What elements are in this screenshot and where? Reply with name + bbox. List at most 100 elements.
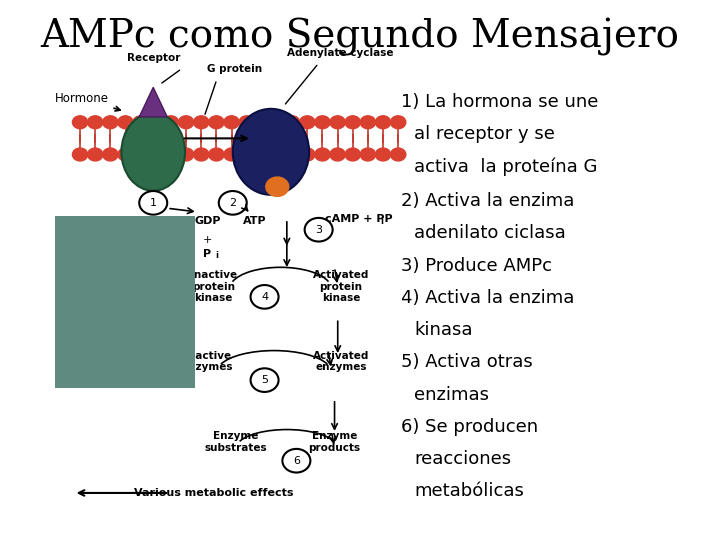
- Circle shape: [224, 148, 239, 161]
- Ellipse shape: [233, 109, 309, 195]
- Circle shape: [330, 148, 345, 161]
- Circle shape: [251, 285, 279, 309]
- Text: 3: 3: [315, 225, 322, 235]
- Text: 1: 1: [150, 198, 157, 208]
- Circle shape: [163, 116, 179, 129]
- Text: i: i: [215, 251, 218, 260]
- Text: 1) La hormona se une: 1) La hormona se une: [401, 93, 599, 111]
- Text: LH: LH: [62, 269, 83, 284]
- Circle shape: [315, 148, 330, 161]
- Text: Enzyme
substrates: Enzyme substrates: [204, 431, 267, 453]
- Circle shape: [103, 116, 118, 129]
- Text: FSH: FSH: [62, 249, 94, 264]
- Circle shape: [209, 116, 224, 129]
- Circle shape: [103, 148, 118, 161]
- Circle shape: [194, 116, 209, 129]
- Circle shape: [390, 148, 406, 161]
- Text: 6) Se producen: 6) Se producen: [401, 418, 539, 436]
- Text: +: +: [202, 235, 212, 245]
- Text: Catecholamines: Catecholamines: [62, 369, 186, 383]
- Circle shape: [73, 116, 88, 129]
- Circle shape: [251, 368, 279, 392]
- Text: TSH: TSH: [62, 309, 94, 323]
- Circle shape: [345, 148, 361, 161]
- Circle shape: [139, 191, 167, 215]
- Circle shape: [133, 116, 148, 129]
- Text: Activated
enzymes: Activated enzymes: [312, 350, 369, 372]
- Circle shape: [224, 116, 239, 129]
- Text: Various metabolic effects: Various metabolic effects: [134, 488, 294, 498]
- Circle shape: [360, 148, 376, 161]
- Text: 4: 4: [261, 292, 268, 302]
- Text: 3) Produce AMPc: 3) Produce AMPc: [401, 256, 552, 274]
- Text: metabólicas: metabólicas: [414, 482, 524, 500]
- Text: Activated
protein
kinase: Activated protein kinase: [312, 270, 369, 303]
- Circle shape: [315, 116, 330, 129]
- Text: Receptor: Receptor: [127, 53, 180, 63]
- Circle shape: [148, 116, 163, 129]
- Text: reacciones: reacciones: [414, 450, 511, 468]
- Circle shape: [300, 148, 315, 161]
- Circle shape: [133, 148, 148, 161]
- Text: 5: 5: [261, 375, 268, 385]
- Text: i: i: [380, 218, 383, 226]
- Circle shape: [284, 148, 300, 161]
- Text: GDP: GDP: [194, 217, 220, 226]
- FancyBboxPatch shape: [55, 217, 194, 388]
- Circle shape: [239, 116, 254, 129]
- Text: 4) Activa la enzima: 4) Activa la enzima: [401, 289, 575, 307]
- Text: Calcitonin: Calcitonin: [62, 349, 140, 363]
- Text: enzimas: enzimas: [414, 386, 489, 403]
- Text: PTH: PTH: [62, 289, 94, 303]
- Circle shape: [269, 116, 284, 129]
- Circle shape: [88, 148, 103, 161]
- Text: Inactive
protein
kinase: Inactive protein kinase: [190, 270, 237, 303]
- Circle shape: [179, 116, 194, 129]
- Circle shape: [284, 116, 300, 129]
- Text: 5) Activa otras: 5) Activa otras: [401, 353, 533, 372]
- Circle shape: [73, 148, 88, 161]
- Circle shape: [254, 116, 269, 129]
- Circle shape: [345, 116, 361, 129]
- Text: 2: 2: [229, 198, 236, 208]
- Text: Adenylate cyclase: Adenylate cyclase: [287, 48, 393, 58]
- Text: 6: 6: [293, 456, 300, 465]
- Circle shape: [118, 148, 133, 161]
- Text: Glucagon: Glucagon: [62, 329, 135, 343]
- Circle shape: [118, 116, 133, 129]
- Text: adenilato ciclasa: adenilato ciclasa: [414, 224, 566, 242]
- Circle shape: [209, 148, 224, 161]
- Text: G protein: G protein: [207, 64, 262, 74]
- Circle shape: [179, 148, 194, 161]
- Circle shape: [88, 116, 103, 129]
- Circle shape: [375, 116, 391, 129]
- Text: al receptor y se: al receptor y se: [414, 125, 555, 143]
- Text: ACTH: ACTH: [62, 230, 104, 244]
- Text: Inactive
enzymes: Inactive enzymes: [181, 350, 233, 372]
- Circle shape: [390, 116, 406, 129]
- Text: cAMP + PP: cAMP + PP: [325, 214, 392, 224]
- Circle shape: [266, 177, 289, 197]
- Ellipse shape: [122, 113, 185, 191]
- Text: activa  la proteína G: activa la proteína G: [414, 157, 598, 176]
- Text: AMPc como Segundo Mensajero: AMPc como Segundo Mensajero: [40, 17, 680, 56]
- Text: Hormone: Hormone: [55, 92, 120, 111]
- Circle shape: [269, 148, 284, 161]
- Circle shape: [163, 148, 179, 161]
- Text: kinasa: kinasa: [414, 321, 472, 339]
- Circle shape: [239, 148, 254, 161]
- Circle shape: [148, 148, 163, 161]
- Circle shape: [305, 218, 333, 241]
- Circle shape: [360, 116, 376, 129]
- Text: 2) Activa la enzima: 2) Activa la enzima: [401, 192, 575, 210]
- Text: GTP: GTP: [128, 218, 153, 227]
- Text: Enzyme
products: Enzyme products: [308, 431, 361, 453]
- Circle shape: [330, 116, 345, 129]
- Circle shape: [194, 148, 209, 161]
- Polygon shape: [139, 87, 167, 117]
- Circle shape: [219, 191, 247, 215]
- Circle shape: [375, 148, 391, 161]
- Text: P: P: [203, 248, 212, 259]
- Text: ATP: ATP: [243, 217, 267, 226]
- Circle shape: [282, 449, 310, 472]
